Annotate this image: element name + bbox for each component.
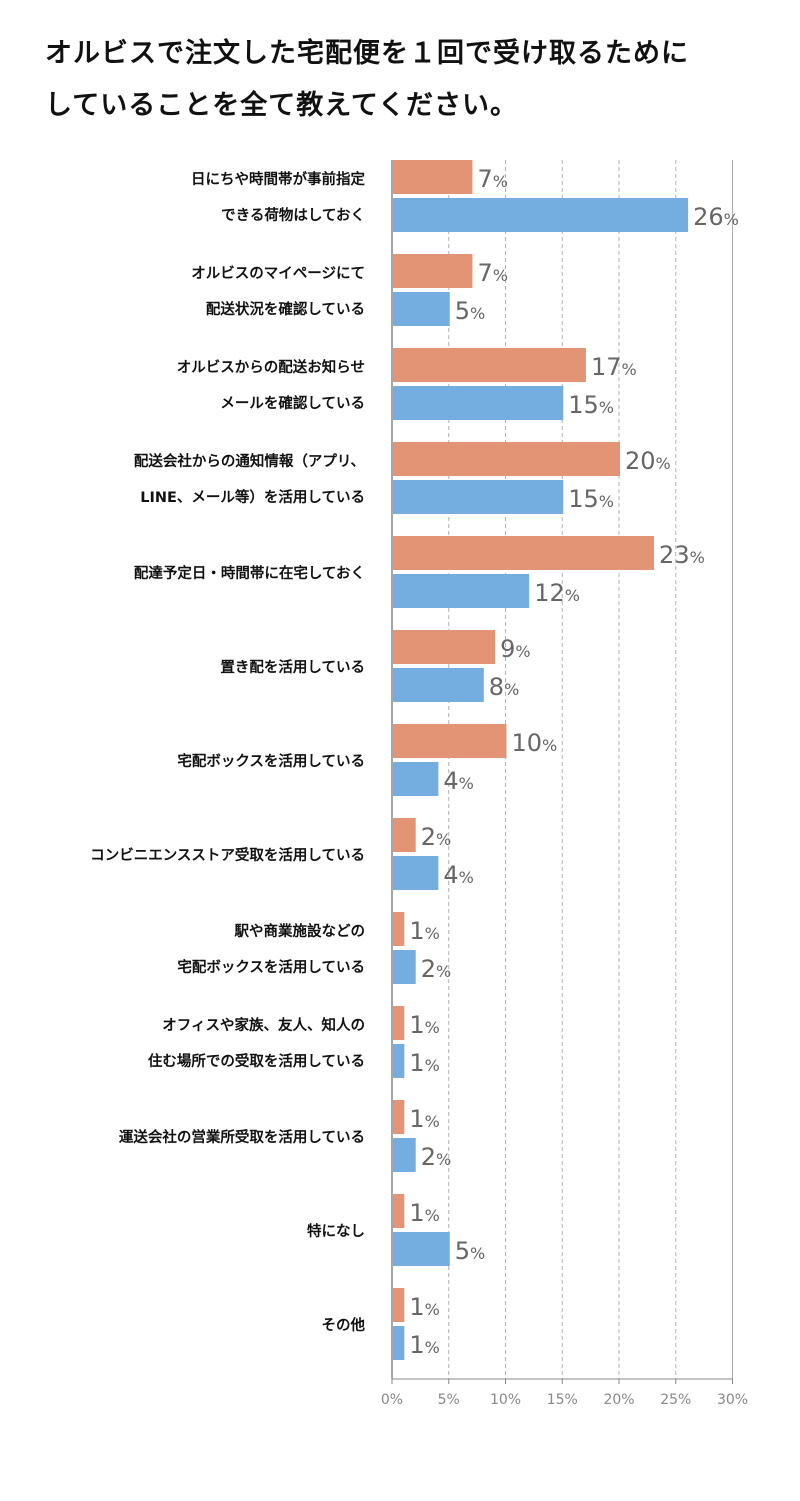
title-line-1: オルビスで注文した宅配便を１回で受け取るために: [45, 38, 689, 69]
bar-series-1: [393, 254, 473, 288]
category-label: 置き配を活用している: [220, 658, 365, 676]
x-tick-label: 30%: [717, 1392, 748, 1408]
bar-series-2: [393, 1326, 405, 1360]
bar-value-label: 2%: [421, 1143, 451, 1171]
category-label: オルビスからの配送お知らせメールを確認している: [177, 358, 365, 412]
bar-series-1: [393, 160, 473, 194]
labels-layer: 7% 26% 日にちや時間帯が事前指定できる荷物はしておく 7% 5% オルビスのマイペー…: [90, 165, 739, 1359]
bar-series-1: [393, 1194, 405, 1228]
bar-series-1: [393, 630, 496, 664]
bar-value-label: 20%: [625, 447, 671, 475]
bar-value-label: 12%: [534, 579, 580, 607]
bar-series-1: [393, 724, 507, 758]
bar-series-1: [393, 818, 416, 852]
bar-series-1: [393, 912, 405, 946]
bar-value-label: 17%: [591, 353, 637, 381]
category-label: 配送会社からの通知情報（アプリ、 LINE、メール等）を活用している: [134, 452, 365, 506]
bar-series-1: [393, 1288, 405, 1322]
title-line-2: していることを全て教えてください。: [45, 90, 519, 121]
category-label: オフィスや家族、友人、知人の住む場所での受取を活用している: [148, 1016, 365, 1070]
bar-value-label: 5%: [455, 297, 485, 325]
bar-series-2: [393, 574, 530, 608]
bar-value-label: 7%: [477, 165, 507, 193]
bar-series-2: [393, 1044, 405, 1078]
bar-series-1: [393, 1100, 405, 1134]
bar-value-label: 1%: [409, 1105, 439, 1133]
axis-layer: 0% 5% 10% 15% 20% 25% 30%: [381, 160, 748, 1408]
bar-series-2: [393, 292, 450, 326]
category-label: 運送会社の営業所受取を活用している: [119, 1128, 365, 1146]
bars-layer: [393, 160, 689, 1360]
bar-series-1: [393, 348, 586, 382]
category-label: 日にちや時間帯が事前指定できる荷物はしておく: [191, 170, 365, 224]
bar-series-1: [393, 1006, 405, 1040]
page-title: オルビスで注文した宅配便を１回で受け取るために していることを全て教えてください…: [45, 28, 775, 132]
bar-value-label: 1%: [409, 1199, 439, 1227]
x-tick-label: 10%: [490, 1392, 521, 1408]
bar-value-label: 23%: [659, 541, 705, 569]
x-tick-label: 20%: [603, 1392, 634, 1408]
bar-series-2: [393, 668, 484, 702]
bar-value-label: 15%: [568, 485, 614, 513]
grid-layer: [448, 160, 733, 1379]
x-tick-label: 25%: [660, 1392, 691, 1408]
x-tick-label: 5%: [438, 1392, 460, 1408]
bar-series-2: [393, 1138, 416, 1172]
bar-value-label: 8%: [489, 673, 519, 701]
bar-value-label: 1%: [409, 1331, 439, 1359]
x-tick-label: 15%: [547, 1392, 578, 1408]
bar-value-label: 15%: [568, 391, 614, 419]
category-label: コンビニエンスストア受取を活用している: [90, 846, 365, 864]
bar-value-label: 1%: [409, 1011, 439, 1039]
bar-series-2: [393, 762, 439, 796]
bar-value-label: 5%: [455, 1237, 485, 1265]
bar-value-label: 1%: [409, 1049, 439, 1077]
bar-value-label: 10%: [512, 729, 558, 757]
bar-series-2: [393, 1232, 450, 1266]
bar-value-label: 9%: [500, 635, 530, 663]
bar-series-2: [393, 856, 439, 890]
category-label: 特になし: [307, 1222, 365, 1240]
category-label: 宅配ボックスを活用している: [177, 752, 365, 770]
bar-series-1: [393, 536, 655, 570]
bar-series-2: [393, 950, 416, 984]
category-label: オルビスのマイページにて配送状況を確認している: [191, 265, 365, 318]
bar-value-label: 26%: [693, 203, 739, 231]
category-label: その他: [322, 1316, 366, 1334]
bar-series-2: [393, 480, 564, 514]
bar-value-label: 1%: [409, 917, 439, 945]
category-label: 駅や商業施設などの宅配ボックスを活用している: [177, 922, 365, 976]
bar-value-label: 7%: [477, 259, 507, 287]
bar-series-1: [393, 442, 620, 476]
bar-value-label: 2%: [421, 955, 451, 983]
bar-value-label: 4%: [443, 861, 473, 889]
bar-value-label: 1%: [409, 1293, 439, 1321]
category-label: 配達予定日・時間帯に在宅しておく: [134, 564, 365, 582]
x-tick-label: 0%: [381, 1392, 403, 1408]
bar-series-2: [393, 386, 564, 420]
bar-value-label: 4%: [443, 767, 473, 795]
bar-value-label: 2%: [421, 823, 451, 851]
bar-series-2: [393, 198, 689, 232]
